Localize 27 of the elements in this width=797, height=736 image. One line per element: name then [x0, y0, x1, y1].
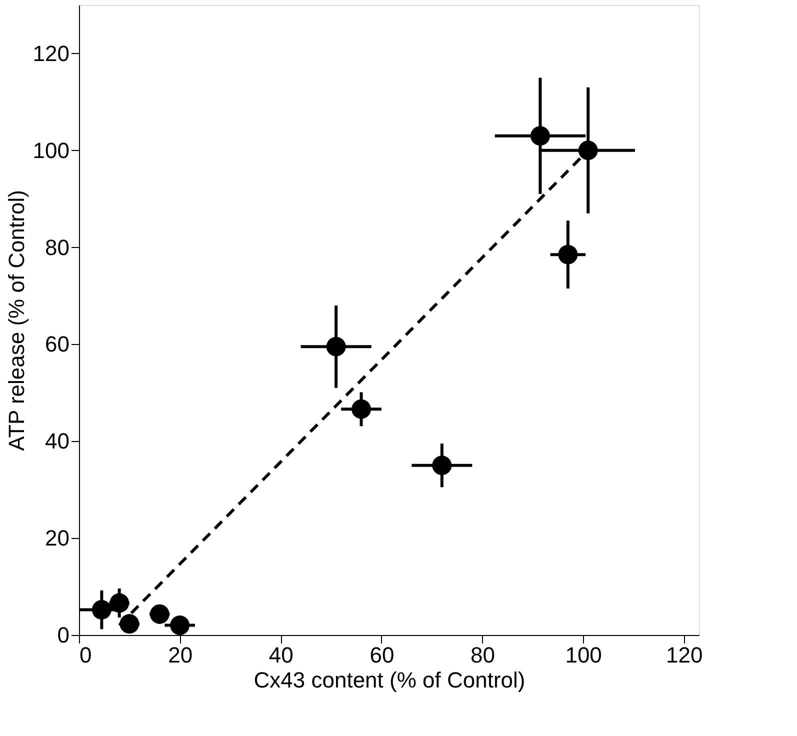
point [110, 593, 130, 613]
y-tick-label: 0 [57, 622, 70, 648]
y-tick-label: 100 [32, 138, 70, 163]
y-tick-label: 80 [45, 234, 70, 260]
x-axis-title: Cx43 content (% of Control) [254, 668, 526, 692]
x-tick-label: 60 [370, 642, 394, 668]
y-tick-label: 20 [45, 526, 70, 551]
point [120, 614, 140, 634]
y-tick-label: 40 [45, 428, 70, 454]
point [558, 244, 578, 264]
x-tick-label: 0 [80, 642, 92, 668]
point [530, 126, 550, 146]
point [432, 456, 452, 476]
x-tick-label: 100 [565, 642, 602, 668]
y-axis-title: ATP release (% of Control) [4, 190, 29, 451]
point [326, 336, 346, 356]
y-tick-label: 120 [32, 40, 70, 66]
x-tick-label: 40 [268, 642, 294, 668]
point [150, 604, 170, 624]
x-tick-label: 20 [168, 642, 193, 668]
x-tick-label: 120 [666, 642, 703, 668]
x-tick-label: 80 [470, 642, 495, 668]
y-tick-label: 60 [45, 332, 70, 357]
point [170, 616, 190, 636]
point [92, 600, 112, 620]
point [352, 399, 372, 419]
point [578, 140, 598, 160]
